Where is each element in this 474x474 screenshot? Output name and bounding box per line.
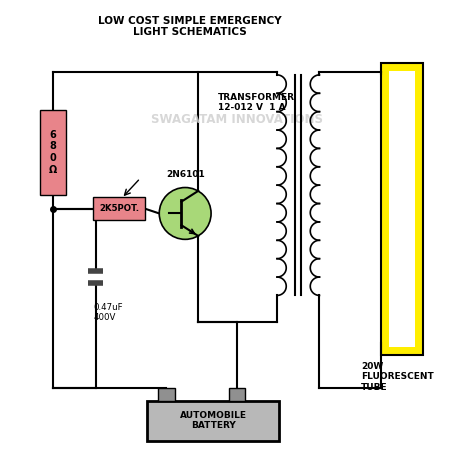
FancyBboxPatch shape bbox=[389, 71, 415, 347]
Text: 2K5POT.: 2K5POT. bbox=[99, 204, 139, 213]
Circle shape bbox=[159, 188, 211, 239]
Text: SWAGATAM INNOVATIONS: SWAGATAM INNOVATIONS bbox=[151, 113, 323, 126]
FancyBboxPatch shape bbox=[147, 401, 279, 441]
Text: LOW COST SIMPLE EMERGENCY
LIGHT SCHEMATICS: LOW COST SIMPLE EMERGENCY LIGHT SCHEMATI… bbox=[98, 16, 282, 37]
FancyBboxPatch shape bbox=[228, 388, 246, 401]
Text: 6
8
0
Ω: 6 8 0 Ω bbox=[49, 130, 57, 174]
Text: 20W
FLUORESCENT
TUBE: 20W FLUORESCENT TUBE bbox=[361, 362, 434, 392]
FancyBboxPatch shape bbox=[158, 388, 175, 401]
Text: TRANSFORMER
12-012 V  1 A: TRANSFORMER 12-012 V 1 A bbox=[218, 93, 295, 112]
Text: AUTOMOBILE
BATTERY: AUTOMOBILE BATTERY bbox=[180, 411, 247, 430]
FancyBboxPatch shape bbox=[381, 63, 423, 355]
FancyBboxPatch shape bbox=[93, 197, 145, 220]
FancyBboxPatch shape bbox=[40, 110, 66, 195]
Text: 0.47uF
400V: 0.47uF 400V bbox=[93, 303, 123, 322]
Text: 2N6101: 2N6101 bbox=[166, 170, 205, 179]
